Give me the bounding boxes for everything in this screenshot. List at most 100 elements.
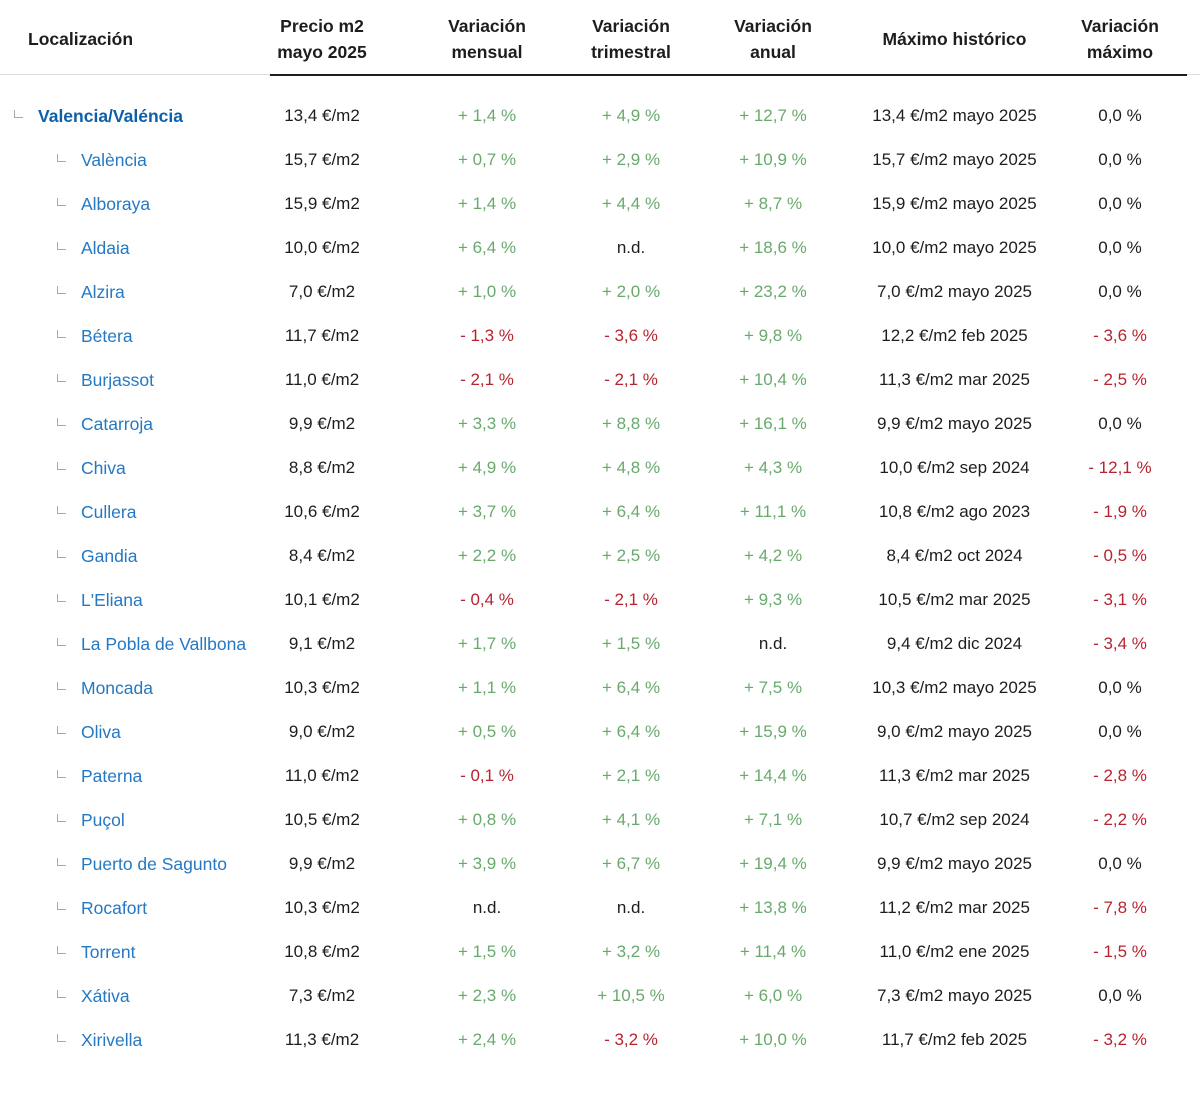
table-row: L'Eliana 10,1 €/m2 - 0,4 % - 2,1 % + 9,3… — [0, 578, 1200, 622]
location-link[interactable]: Aldaia — [81, 237, 130, 258]
monthly-variation-cell: + 1,7 % — [457, 634, 517, 653]
max-variation-cell: 0,0 % — [1098, 414, 1142, 433]
quarterly-variation-cell: n.d. — [616, 898, 646, 917]
historic-max-cell: 10,0 €/m2 mayo 2025 — [872, 238, 1037, 257]
max-variation-cell: - 0,5 % — [1093, 546, 1147, 565]
monthly-variation-cell: + 6,4 % — [457, 238, 517, 257]
location-link[interactable]: Moncada — [81, 677, 153, 698]
tree-branch-icon — [57, 902, 66, 910]
quarterly-variation-cell: + 4,1 % — [601, 810, 661, 829]
price-cell: 13,4 €/m2 — [284, 106, 360, 125]
historic-max-cell: 13,4 €/m2 mayo 2025 — [872, 106, 1037, 125]
historic-max-cell: 9,0 €/m2 mayo 2025 — [877, 722, 1032, 741]
monthly-variation-cell: - 2,1 % — [460, 370, 514, 389]
monthly-variation-cell: + 0,7 % — [457, 150, 517, 169]
tree-branch-icon — [57, 286, 66, 294]
location-link[interactable]: Bétera — [81, 325, 133, 346]
quarterly-variation-cell: + 2,0 % — [601, 282, 661, 301]
location-link[interactable]: Oliva — [81, 721, 121, 742]
annual-variation-cell: + 7,1 % — [743, 810, 803, 829]
price-cell: 11,0 €/m2 — [284, 370, 360, 389]
table-row: Gandia 8,4 €/m2 + 2,2 % + 2,5 % + 4,2 % … — [0, 534, 1200, 578]
location-link[interactable]: Valencia/Valéncia — [38, 105, 183, 126]
max-variation-cell: - 3,4 % — [1093, 634, 1147, 653]
table-row: València 15,7 €/m2 + 0,7 % + 2,9 % + 10,… — [0, 138, 1200, 182]
annual-variation-cell: + 14,4 % — [739, 766, 807, 785]
location-link[interactable]: Gandia — [81, 545, 138, 566]
annual-variation-cell: + 9,3 % — [743, 590, 803, 609]
annual-variation-cell: + 4,3 % — [743, 458, 803, 477]
quarterly-variation-cell: - 2,1 % — [604, 590, 658, 609]
location-link[interactable]: València — [81, 149, 147, 170]
table-row: Aldaia 10,0 €/m2 + 6,4 % n.d. + 18,6 % 1… — [0, 226, 1200, 270]
quarterly-variation-cell: + 6,4 % — [601, 678, 661, 697]
quarterly-variation-cell: + 4,4 % — [601, 194, 661, 213]
historic-max-cell: 10,7 €/m2 sep 2024 — [879, 810, 1030, 829]
monthly-variation-cell: + 3,9 % — [457, 854, 517, 873]
price-cell: 9,1 €/m2 — [288, 634, 356, 653]
price-cell: 7,0 €/m2 — [288, 282, 356, 301]
max-variation-cell: 0,0 % — [1098, 282, 1142, 301]
location-link[interactable]: Cullera — [81, 501, 137, 522]
table-row: Xátiva 7,3 €/m2 + 2,3 % + 10,5 % + 6,0 %… — [0, 974, 1200, 1018]
quarterly-variation-cell: + 1,5 % — [601, 634, 661, 653]
historic-max-cell: 11,7 €/m2 feb 2025 — [881, 1030, 1028, 1049]
annual-variation-cell: + 4,2 % — [743, 546, 803, 565]
max-variation-cell: 0,0 % — [1098, 678, 1142, 697]
historic-max-cell: 11,0 €/m2 ene 2025 — [879, 942, 1030, 961]
table-row: La Pobla de Vallbona 9,1 €/m2 + 1,7 % + … — [0, 622, 1200, 666]
table-row: Chiva 8,8 €/m2 + 4,9 % + 4,8 % + 4,3 % 1… — [0, 446, 1200, 490]
monthly-variation-cell: + 2,3 % — [457, 986, 517, 1005]
location-link[interactable]: La Pobla de Vallbona — [81, 633, 247, 654]
table-row: Burjassot 11,0 €/m2 - 2,1 % - 2,1 % + 10… — [0, 358, 1200, 402]
historic-max-cell: 11,2 €/m2 mar 2025 — [879, 898, 1030, 917]
column-header-annual-variation: Variación anual — [734, 15, 812, 62]
column-header-location: Localización — [28, 28, 134, 49]
column-header-price: Precio m2 mayo 2025 — [277, 15, 367, 62]
location-link[interactable]: Xátiva — [81, 985, 130, 1006]
historic-max-cell: 15,9 €/m2 mayo 2025 — [872, 194, 1037, 213]
tree-branch-icon — [57, 242, 66, 250]
location-link[interactable]: Puçol — [81, 809, 125, 830]
location-link[interactable]: Burjassot — [81, 369, 154, 390]
table-row: Rocafort 10,3 €/m2 n.d. n.d. + 13,8 % 11… — [0, 886, 1200, 930]
location-link[interactable]: Xirivella — [81, 1029, 143, 1050]
quarterly-variation-cell: + 2,1 % — [601, 766, 661, 785]
location-link[interactable]: Catarroja — [81, 413, 153, 434]
location-link[interactable]: Rocafort — [81, 897, 148, 918]
tree-branch-icon — [57, 726, 66, 734]
max-variation-cell: - 3,2 % — [1093, 1030, 1147, 1049]
price-cell: 11,3 €/m2 — [284, 1030, 360, 1049]
monthly-variation-cell: + 1,4 % — [457, 194, 517, 213]
price-cell: 10,5 €/m2 — [284, 810, 360, 829]
price-cell: 8,4 €/m2 — [288, 546, 356, 565]
tree-branch-icon — [57, 814, 66, 822]
location-link[interactable]: Puerto de Sagunto — [81, 853, 227, 874]
max-variation-cell: 0,0 % — [1098, 986, 1142, 1005]
annual-variation-cell: + 15,9 % — [739, 722, 807, 741]
historic-max-cell: 7,3 €/m2 mayo 2025 — [877, 986, 1032, 1005]
location-link[interactable]: Alzira — [81, 281, 125, 302]
location-link[interactable]: Chiva — [81, 457, 126, 478]
historic-max-cell: 8,4 €/m2 oct 2024 — [886, 546, 1023, 565]
monthly-variation-cell: + 3,7 % — [457, 502, 517, 521]
location-link[interactable]: Paterna — [81, 765, 143, 786]
location-link[interactable]: Alboraya — [81, 193, 151, 214]
location-link[interactable]: Torrent — [81, 941, 136, 962]
location-link[interactable]: L'Eliana — [81, 589, 143, 610]
max-variation-cell: 0,0 % — [1098, 106, 1142, 125]
historic-max-cell: 10,5 €/m2 mar 2025 — [878, 590, 1031, 609]
price-cell: 10,8 €/m2 — [284, 942, 360, 961]
max-variation-cell: - 3,6 % — [1093, 326, 1147, 345]
tree-branch-icon — [57, 154, 66, 162]
annual-variation-cell: + 19,4 % — [739, 854, 807, 873]
historic-max-cell: 10,3 €/m2 mayo 2025 — [872, 678, 1037, 697]
annual-variation-cell: + 18,6 % — [739, 238, 807, 257]
quarterly-variation-cell: - 3,6 % — [604, 326, 658, 345]
tree-branch-icon — [57, 594, 66, 602]
price-cell: 11,0 €/m2 — [284, 766, 360, 785]
price-cell: 7,3 €/m2 — [288, 986, 356, 1005]
historic-max-cell: 12,2 €/m2 feb 2025 — [881, 326, 1028, 345]
tree-branch-icon — [57, 682, 66, 690]
annual-variation-cell: + 12,7 % — [739, 106, 807, 125]
